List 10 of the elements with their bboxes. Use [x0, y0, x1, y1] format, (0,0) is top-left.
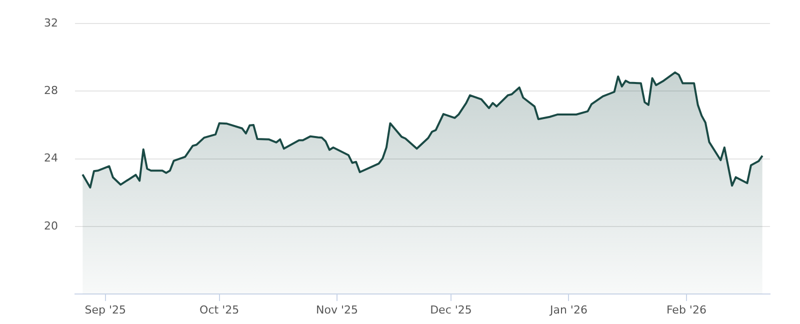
- y-tick-label: 28: [44, 84, 58, 98]
- x-tick-label: Oct '25: [200, 303, 240, 316]
- y-tick-label: 20: [44, 219, 58, 232]
- x-tick-label: Jan '26: [548, 303, 588, 316]
- x-tick-label: Dec '25: [430, 303, 472, 316]
- y-tick-label: 24: [44, 152, 58, 165]
- y-tick-label: 32: [44, 16, 58, 30]
- x-tick-label: Feb '26: [666, 303, 706, 316]
- x-tick-label: Nov '25: [316, 303, 358, 316]
- x-tick-label: Sep '25: [84, 303, 126, 316]
